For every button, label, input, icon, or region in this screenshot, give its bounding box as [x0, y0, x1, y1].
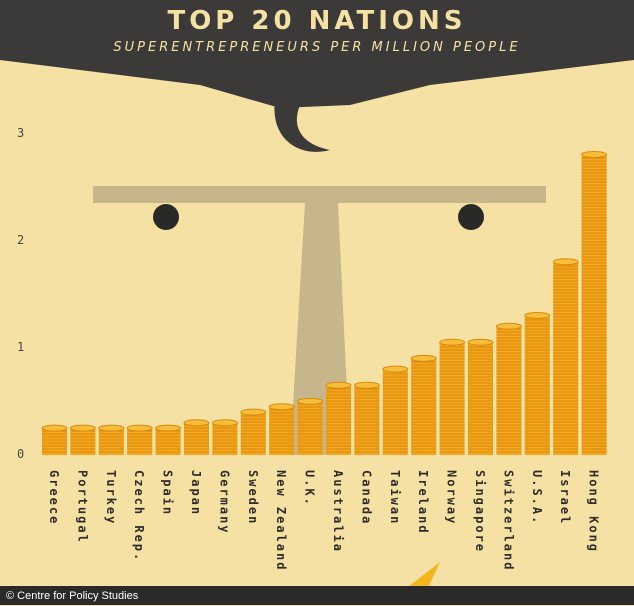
- x-tick-label: Germany: [217, 470, 232, 535]
- bar: [325, 381, 352, 455]
- bar-rect: [127, 428, 153, 455]
- bars-group: [41, 150, 608, 455]
- bar-rect: [70, 428, 96, 455]
- x-tick-label: Australia: [331, 470, 345, 554]
- bar-rect: [468, 342, 493, 455]
- x-tick-label: Czech Rep.: [132, 470, 147, 563]
- x-tick-label: Taiwan: [387, 470, 402, 526]
- bar: [211, 419, 238, 455]
- credit-bar: © Centre for Policy Studies: [0, 586, 634, 605]
- x-tick-label: Turkey: [103, 470, 118, 526]
- bar: [353, 381, 380, 455]
- x-tick-label: Ireland: [416, 470, 431, 535]
- y-tick-label: 1: [17, 340, 25, 354]
- x-tick-label: Portugal: [75, 470, 90, 544]
- bar-rect: [382, 369, 408, 455]
- bar: [126, 424, 153, 455]
- bar-rect: [98, 428, 124, 455]
- x-tick-label: New Zealand: [274, 470, 289, 572]
- bar: [439, 338, 466, 455]
- bar: [467, 338, 494, 455]
- y-tick-label: 0: [17, 447, 25, 461]
- bar-rect: [439, 342, 465, 455]
- bar-rect: [155, 428, 181, 455]
- x-tick-label: Switzerland: [501, 470, 516, 572]
- bar-rect: [553, 261, 579, 455]
- bar: [155, 424, 182, 455]
- bar: [69, 424, 96, 455]
- x-tick-label: Israel: [558, 470, 573, 526]
- x-tick-label: U.S.A.: [529, 470, 544, 526]
- bar-rect: [42, 428, 67, 455]
- credit-text: © Centre for Policy Studies: [6, 590, 139, 602]
- bar-rect: [326, 385, 351, 455]
- chart-subtitle: SUPERENTREPRENEURS PER MILLION PEOPLE: [113, 40, 521, 55]
- y-tick-label: 3: [17, 126, 25, 140]
- bar: [41, 424, 68, 455]
- x-tick-label: Sweden: [245, 470, 260, 526]
- x-tick-label: Norway: [444, 470, 459, 526]
- bar: [581, 150, 608, 455]
- bar-rect: [496, 326, 522, 455]
- x-tick-label: Japan: [189, 470, 203, 517]
- scale-weight-left: [153, 204, 179, 230]
- bar: [268, 403, 295, 455]
- bar: [240, 408, 267, 455]
- bar-rect: [524, 315, 550, 455]
- hat-shape: [0, 0, 634, 108]
- x-tick-label: Spain: [160, 470, 175, 517]
- bar: [98, 424, 125, 455]
- bar: [297, 397, 324, 455]
- x-tick-label: Singapore: [473, 470, 487, 554]
- scale-weight-right: [458, 204, 484, 230]
- bar: [183, 419, 210, 455]
- hat-hook: [274, 100, 330, 152]
- bar: [410, 354, 437, 455]
- x-tick-label: U.K.: [302, 470, 317, 507]
- x-tick-label: Canada: [359, 470, 374, 526]
- x-tick-label: Hong Kong: [586, 470, 601, 554]
- scale-beam: [93, 186, 546, 203]
- bar: [382, 365, 409, 455]
- bar-rect: [354, 385, 380, 455]
- bar: [552, 258, 579, 455]
- x-tick-label: Greece: [47, 470, 61, 526]
- bar: [524, 311, 551, 455]
- y-tick-label: 2: [17, 233, 25, 247]
- bar: [495, 322, 522, 455]
- chart-title: TOP 20 NATIONS: [167, 6, 467, 36]
